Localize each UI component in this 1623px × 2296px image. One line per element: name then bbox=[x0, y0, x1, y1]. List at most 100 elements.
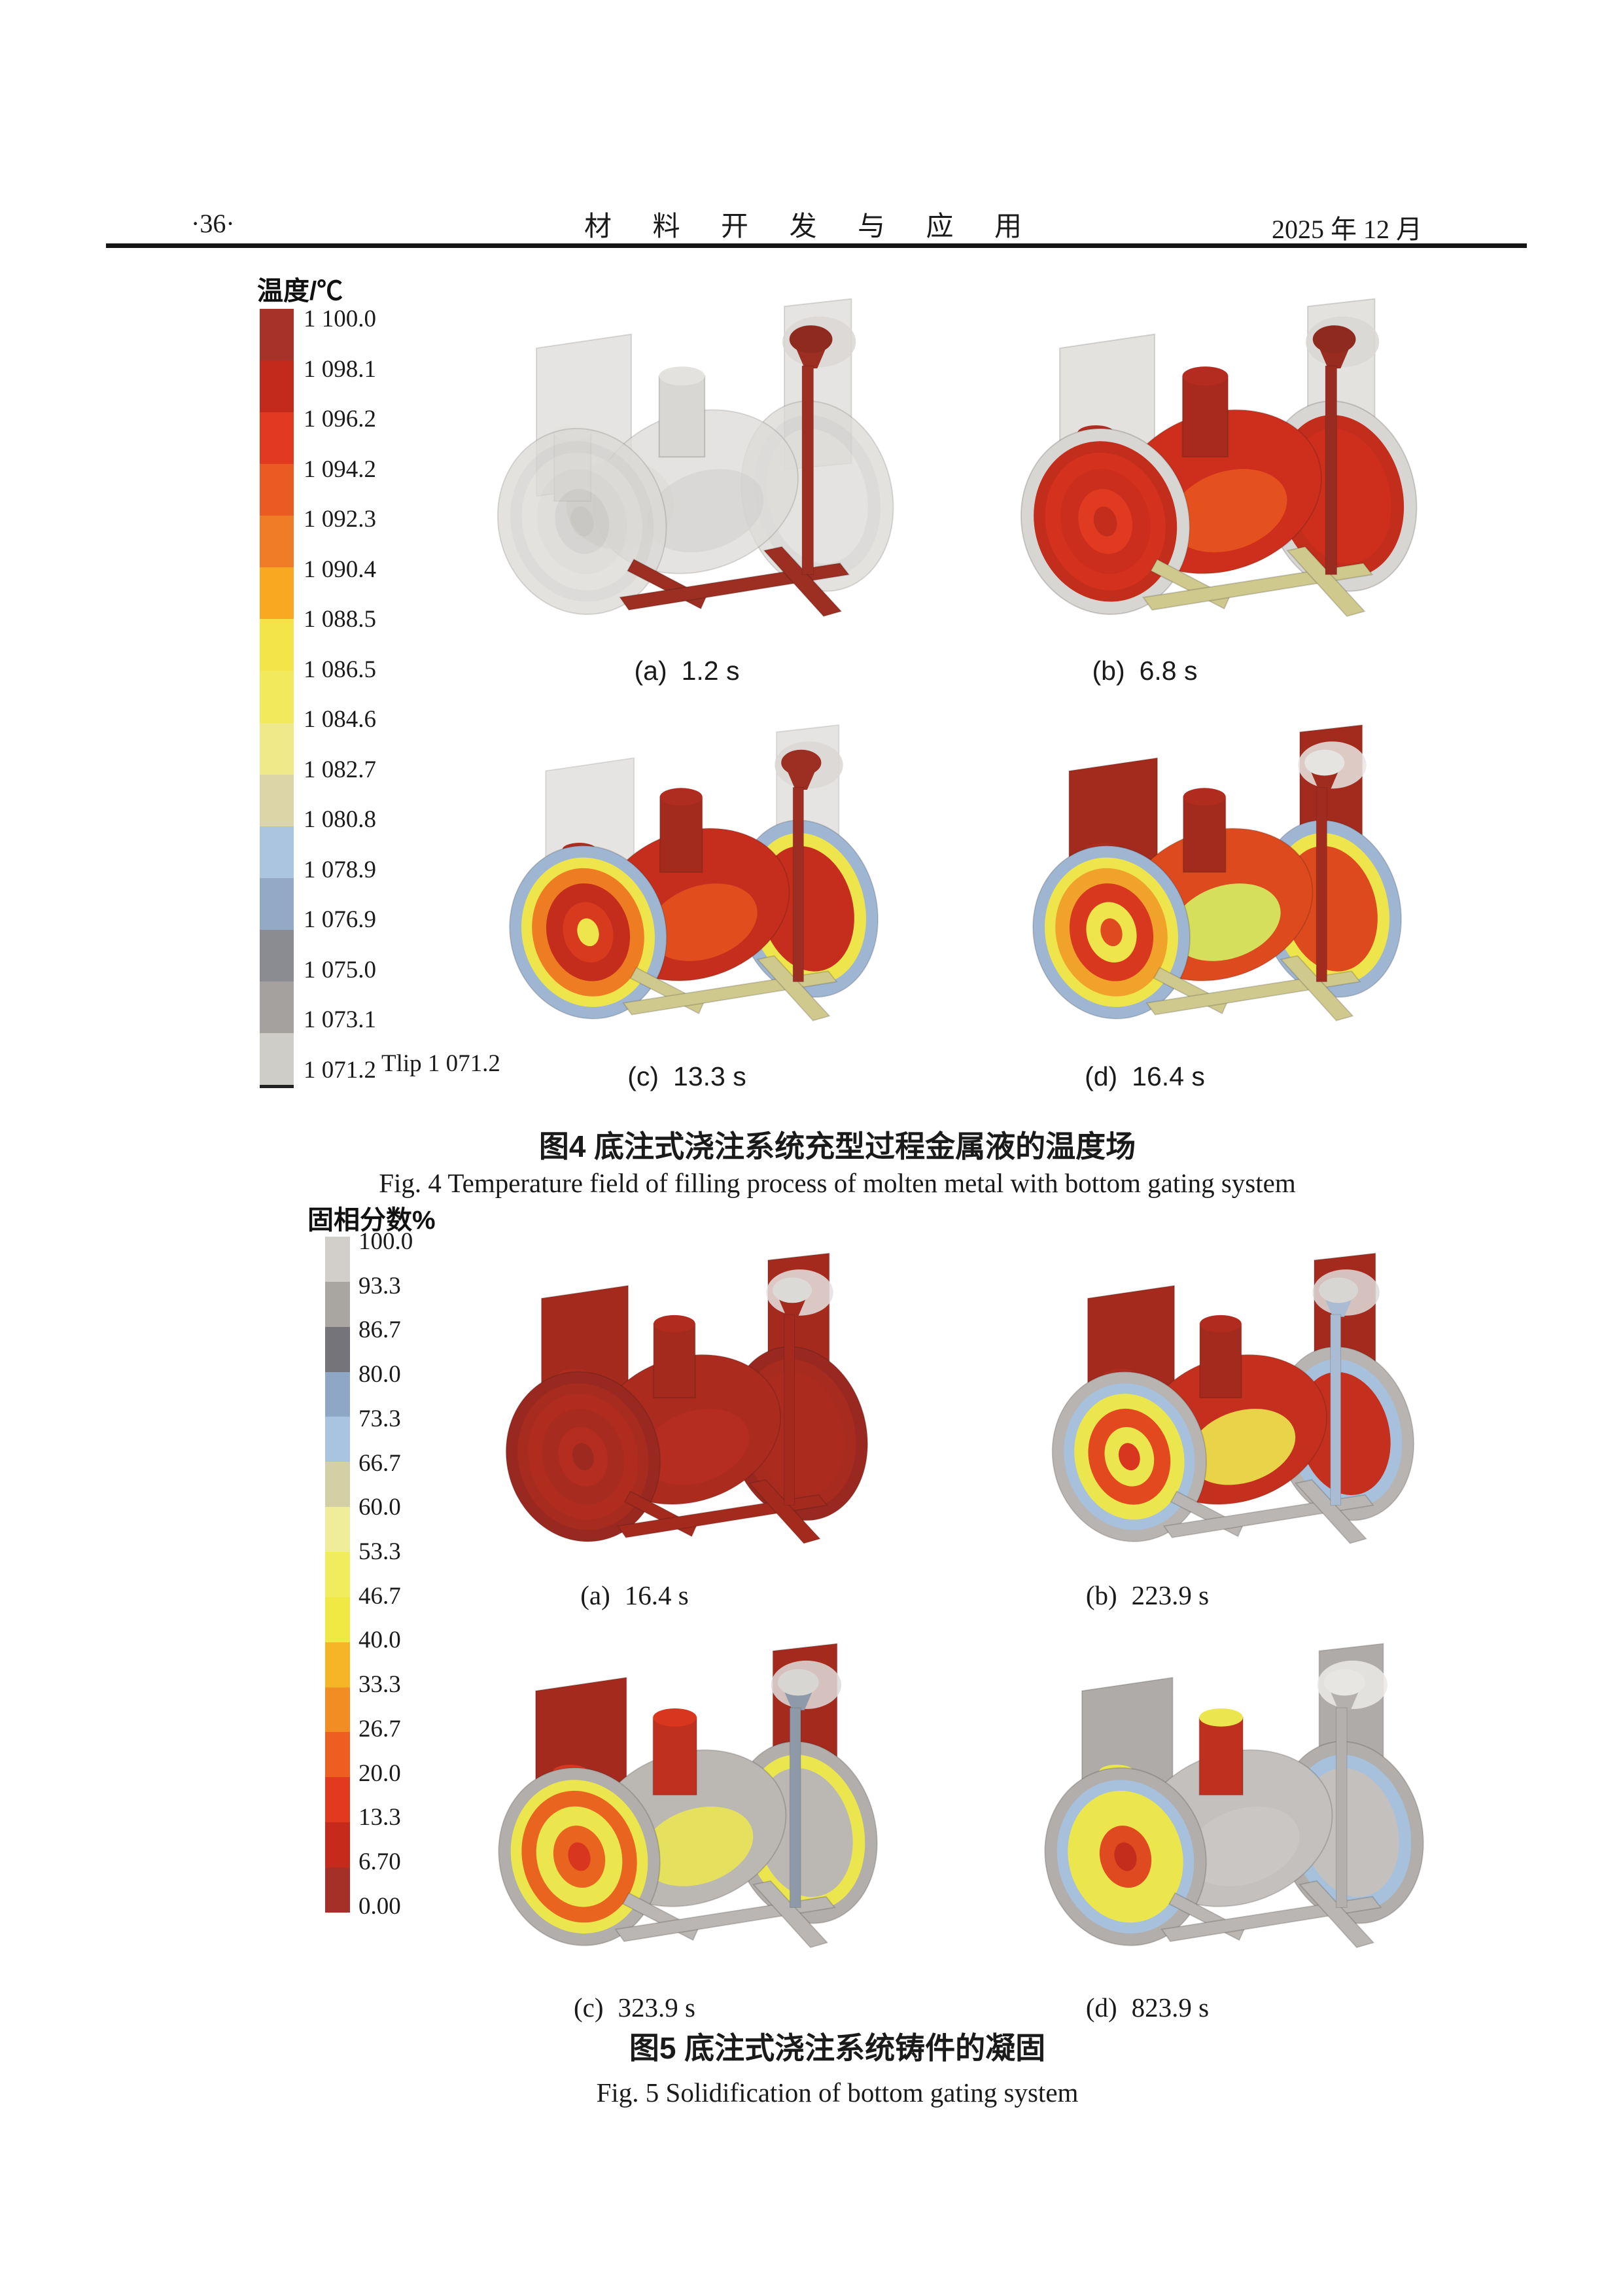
fig5-casting-c bbox=[498, 1642, 878, 1949]
journal-title: 材 料 开 发 与 应 用 bbox=[584, 212, 1039, 242]
fig5-panel-b bbox=[942, 1230, 1478, 1577]
legend-label: 73.3 bbox=[358, 1405, 401, 1432]
fig5-subcaption-c-time: 323.9 s bbox=[618, 1992, 695, 2022]
colorbar-segment bbox=[325, 1687, 350, 1733]
colorbar-segment bbox=[260, 1033, 294, 1085]
issue-date: 2025 年 12 月 bbox=[1272, 215, 1422, 244]
colorbar-segment bbox=[260, 567, 294, 620]
colorbar-segment bbox=[260, 929, 294, 981]
colorbar-segment bbox=[325, 1597, 350, 1642]
fig4-legend-title: 温度/℃ bbox=[257, 277, 343, 306]
fig5-subcaption-a-label: (a) bbox=[580, 1580, 610, 1610]
fig4-subcaption-d-label: (d) bbox=[1085, 1061, 1118, 1091]
fig5-colorbar bbox=[325, 1237, 350, 1913]
colorbar-segment bbox=[260, 826, 294, 878]
legend-label: 46.7 bbox=[358, 1582, 401, 1610]
legend-label: 60.0 bbox=[358, 1494, 401, 1521]
colorbar-segment bbox=[325, 1507, 350, 1553]
fig4-colorbar bbox=[260, 309, 294, 1088]
fig5-casting-a bbox=[505, 1252, 869, 1544]
legend-label: 53.3 bbox=[358, 1538, 401, 1566]
fig5-subcaption-d: (d) 823.9 s bbox=[918, 1992, 1376, 2023]
fig4-subcaption-a-label: (a) bbox=[634, 656, 667, 686]
legend-label: 1 092.3 bbox=[304, 506, 376, 533]
colorbar-segment bbox=[325, 1732, 350, 1778]
colorbar-segment bbox=[260, 412, 294, 465]
fig4-subcaption-a-time: 1.2 s bbox=[681, 656, 740, 686]
legend-label: 1 088.5 bbox=[304, 606, 376, 633]
legend-label: 66.7 bbox=[358, 1449, 401, 1477]
legend-label: 100.0 bbox=[358, 1228, 413, 1255]
colorbar-segment bbox=[260, 671, 294, 723]
fig4-subcaption-b-time: 6.8 s bbox=[1139, 656, 1198, 686]
fig4-casting-a bbox=[497, 298, 894, 618]
colorbar-segment bbox=[260, 774, 294, 826]
fig5-subcaption-a: (a) 16.4 s bbox=[406, 1580, 864, 1611]
legend-label: 1 075.0 bbox=[304, 956, 376, 983]
legend-label: 1 086.5 bbox=[304, 656, 376, 683]
fig4-subcaption-b: (b) 6.8 s bbox=[916, 656, 1374, 686]
colorbar-segment bbox=[260, 361, 294, 413]
colorbar-segment bbox=[325, 1371, 350, 1417]
fig5-casting-b bbox=[1051, 1252, 1415, 1544]
legend-label: 33.3 bbox=[358, 1671, 401, 1699]
fig5-panel-a bbox=[406, 1230, 922, 1577]
legend-label: 40.0 bbox=[358, 1627, 401, 1654]
colorbar-segment bbox=[260, 464, 294, 516]
fig5-subcaption-d-time: 823.9 s bbox=[1131, 1992, 1210, 2022]
colorbar-segment bbox=[260, 309, 294, 361]
legend-label: 1 084.6 bbox=[304, 706, 376, 733]
colorbar-segment bbox=[260, 516, 294, 568]
fig4-casting-c bbox=[509, 724, 879, 1021]
colorbar-segment bbox=[260, 877, 294, 930]
colorbar-segment bbox=[325, 1462, 350, 1508]
fig5-subcaption-b-time: 223.9 s bbox=[1131, 1580, 1210, 1610]
fig4-casting-b bbox=[1020, 298, 1418, 618]
fig4-subcaption-d-time: 16.4 s bbox=[1132, 1061, 1205, 1091]
fig4-subcaption-b-label: (b) bbox=[1092, 656, 1125, 686]
fig5-subcaption-b: (b) 223.9 s bbox=[918, 1580, 1376, 1611]
legend-label: 6.70 bbox=[358, 1848, 401, 1876]
fig4-subcaption-c-time: 13.3 s bbox=[673, 1061, 746, 1091]
page-number: ·36· bbox=[191, 209, 235, 238]
fig4-subcaption-d: (d) 16.4 s bbox=[916, 1061, 1374, 1092]
fig5-legend-labels: 100.0 93.3 86.7 80.0 73.3 66.7 60.0 53.3 46.7 40.… bbox=[358, 1229, 437, 1920]
fig4-panel-b bbox=[935, 274, 1452, 653]
fig5-casting-d bbox=[1044, 1642, 1424, 1949]
colorbar-segment bbox=[260, 619, 294, 671]
legend-label: 1 096.2 bbox=[304, 406, 376, 433]
legend-label: 1 098.1 bbox=[304, 355, 376, 383]
fig5-panel-c bbox=[406, 1619, 922, 1983]
fig4-casting-d bbox=[1032, 724, 1402, 1021]
legend-label: 20.0 bbox=[358, 1759, 401, 1787]
legend-label: 1 076.9 bbox=[304, 906, 376, 934]
colorbar-segment bbox=[325, 1642, 350, 1687]
fig5-subcaption-c: (c) 323.9 s bbox=[406, 1992, 864, 2023]
fig4-panel-c bbox=[419, 701, 922, 1055]
legend-label: 1 080.8 bbox=[304, 806, 376, 834]
legend-label: 1 078.9 bbox=[304, 856, 376, 883]
legend-label: 93.3 bbox=[358, 1272, 401, 1299]
fig4-panel-d bbox=[935, 701, 1452, 1055]
legend-label: 1 100.0 bbox=[304, 306, 376, 332]
legend-label: 1 094.2 bbox=[304, 455, 376, 483]
fig4-subcaption-a: (a) 1.2 s bbox=[458, 656, 916, 686]
fig5-caption-en: Fig. 5 Solidification of bottom gating s… bbox=[596, 2077, 1079, 2108]
fig4-subcaption-c: (c) 13.3 s bbox=[458, 1061, 916, 1092]
fig4-subcaption-c-label: (c) bbox=[627, 1061, 659, 1091]
legend-label: 86.7 bbox=[358, 1316, 401, 1344]
colorbar-segment bbox=[260, 981, 294, 1033]
fig4-caption-en: Fig. 4 Temperature field of filling proc… bbox=[379, 1168, 1296, 1198]
colorbar-segment bbox=[325, 1867, 350, 1913]
fig4-panel-a bbox=[419, 274, 922, 653]
colorbar-segment bbox=[325, 1777, 350, 1823]
fig4-caption-cn: 图4 底注式浇注系统充型过程金属液的温度场 bbox=[538, 1129, 1136, 1163]
fig5-subcaption-a-time: 16.4 s bbox=[624, 1580, 689, 1610]
fig5-legend-title: 固相分数% bbox=[307, 1206, 436, 1235]
fig5-subcaption-d-label: (d) bbox=[1085, 1992, 1117, 2022]
colorbar-segment bbox=[325, 1326, 350, 1372]
fig4-liquidus-note: Tlip 1 071.2 bbox=[381, 1050, 500, 1077]
fig5-panel-d bbox=[942, 1619, 1478, 1983]
header-rule bbox=[106, 243, 1527, 248]
fig5-caption-cn: 图5 底注式浇注系统铸件的凝固 bbox=[629, 2031, 1046, 2065]
